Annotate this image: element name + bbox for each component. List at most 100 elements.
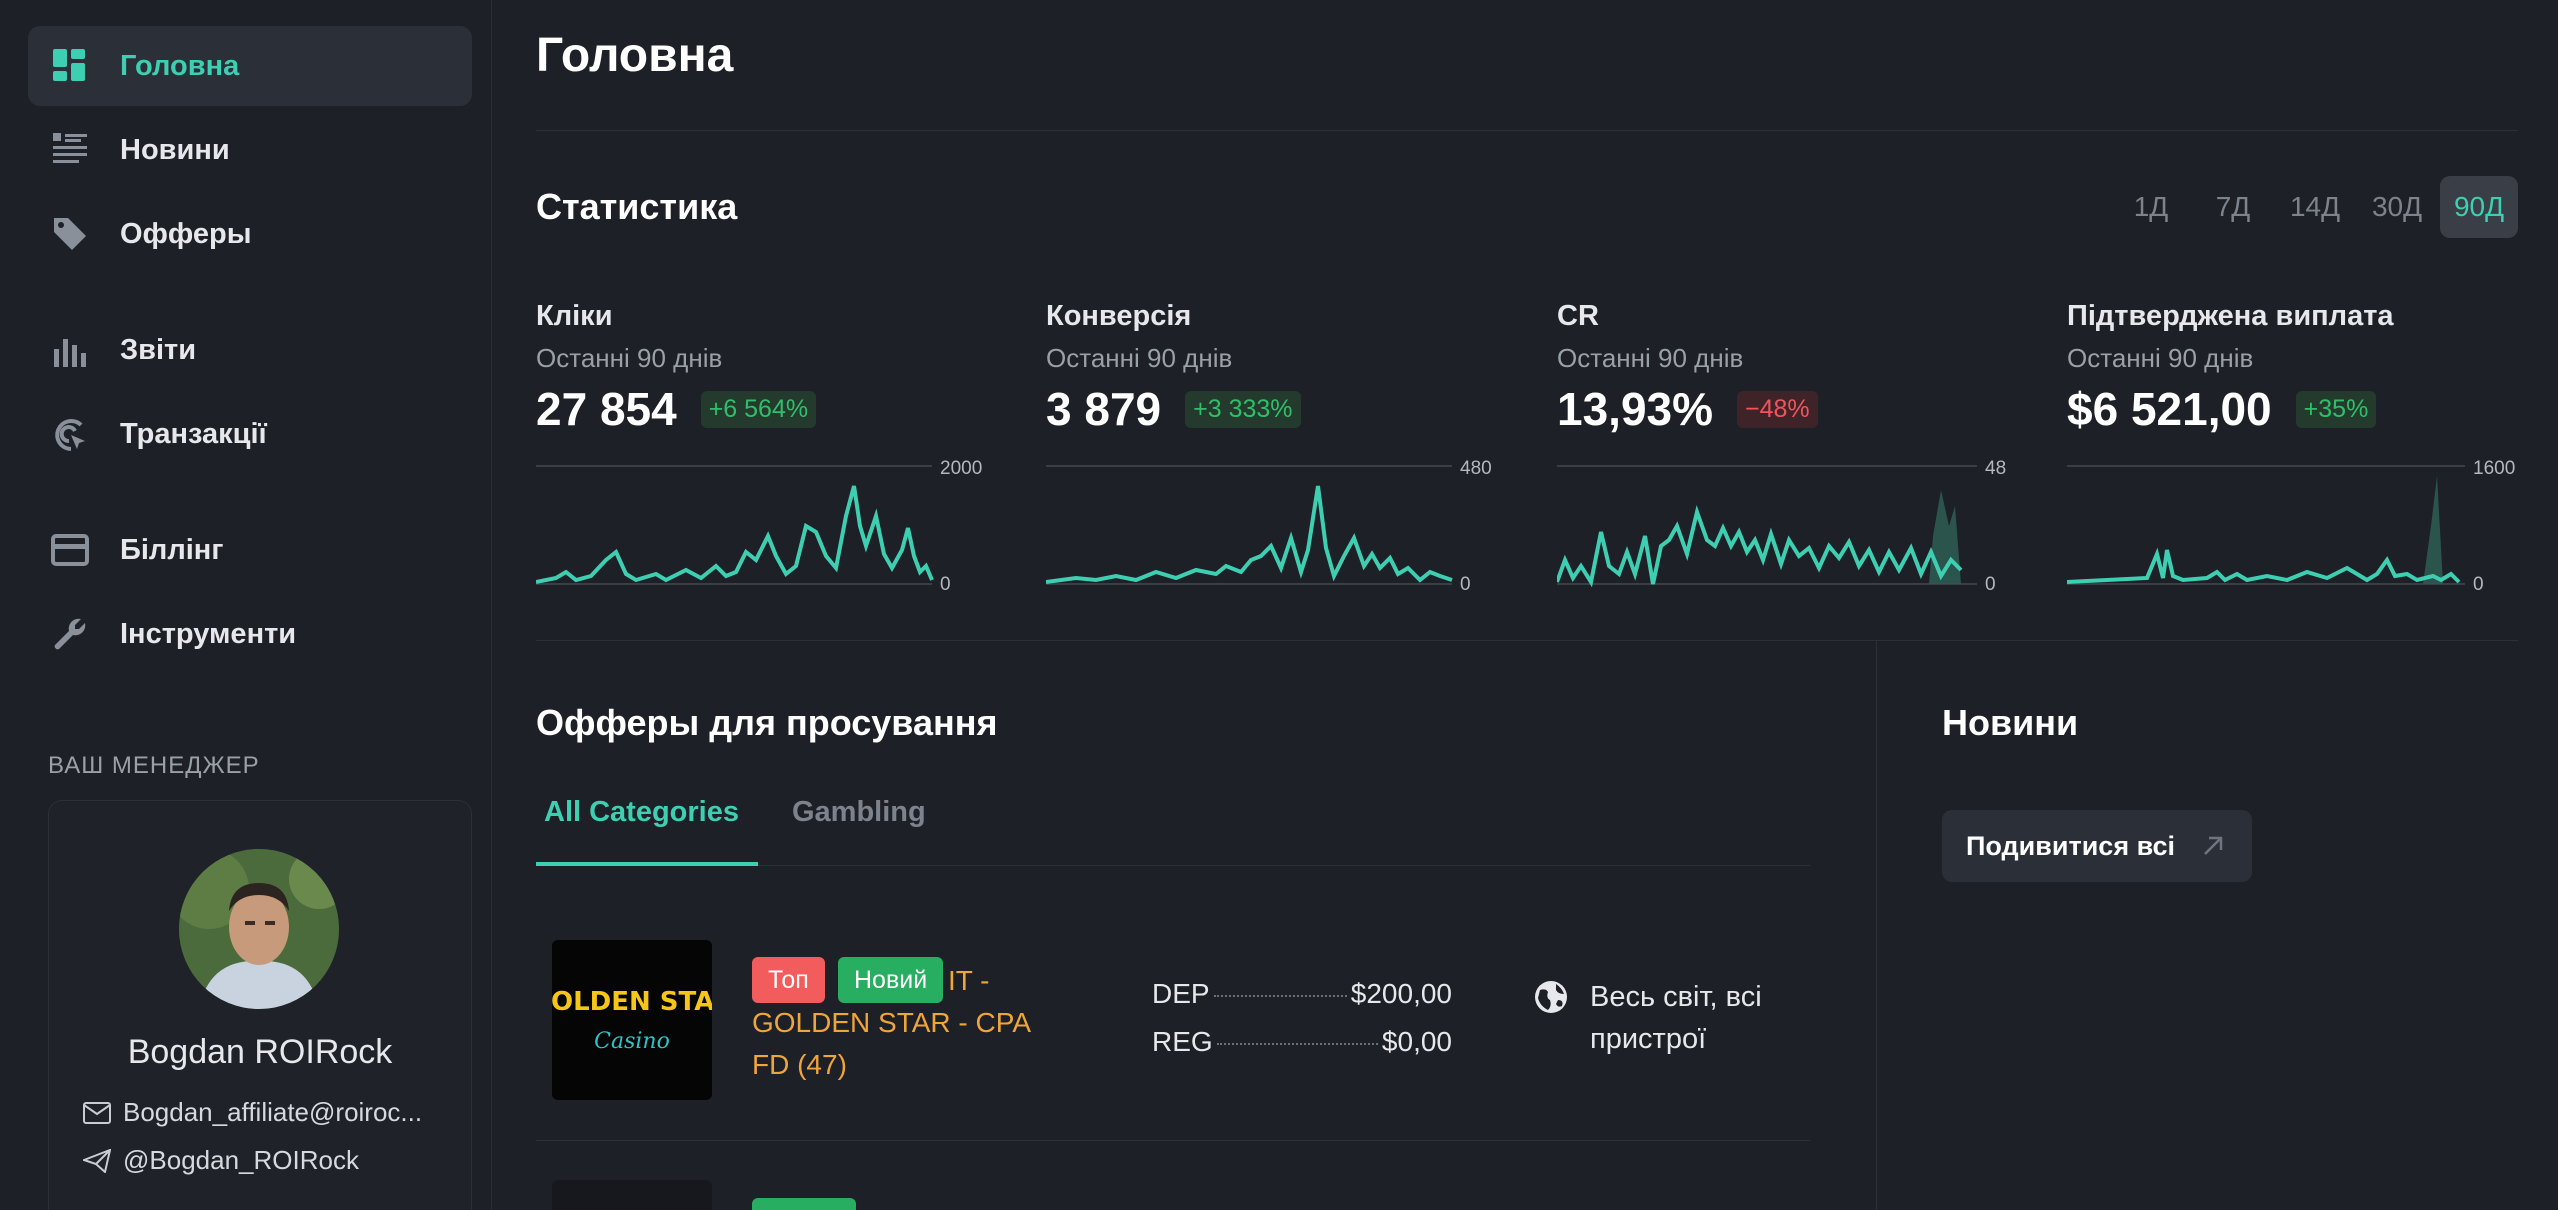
stat-delta-badge: +35%: [2295, 390, 2377, 428]
stat-subtitle: Останні 90 днів: [1046, 343, 1233, 373]
manager-email-text: Bogdan_affiliate@roiroc...: [123, 1097, 423, 1127]
wrench-icon: [50, 614, 90, 654]
period-30d[interactable]: 30Д: [2371, 191, 2423, 222]
sparkline-max-label: 1600: [2473, 458, 2515, 479]
sidebar-item-label: Інструменти: [120, 617, 297, 650]
sparkline-max-label: 480: [1460, 458, 1492, 479]
manager-section-title: ВАШ МЕНЕДЖЕР: [48, 752, 260, 779]
offer-geo-text: Весь світ, всі пристрої: [1590, 981, 1762, 1055]
news-list-icon: [50, 130, 90, 170]
stats-title: Статистика: [536, 186, 738, 227]
view-all-news-button[interactable]: Подивитися всі: [1942, 810, 2252, 882]
offer-logo-subtext: Casino: [594, 1029, 670, 1054]
period-1d[interactable]: 1Д: [2133, 191, 2169, 222]
stat-delta-badge: +6 564%: [700, 390, 817, 428]
offer-category-tabs: All Categories Gambling: [536, 780, 1810, 866]
stat-card-payout: Підтверджена виплата Останні 90 днів $6 …: [2067, 300, 2527, 436]
offer-metric-reg: REG $0,00: [1152, 1026, 1452, 1058]
period-90d[interactable]: 90Д: [2440, 176, 2518, 238]
view-all-news-label: Подивитися всі: [1966, 830, 2176, 861]
sidebar-item-home[interactable]: Головна: [28, 26, 472, 106]
stat-name: Конверсія: [1046, 300, 1192, 332]
stat-value: 27 854: [536, 383, 677, 435]
mail-icon: [83, 1101, 111, 1124]
stat-value: 3 879: [1046, 383, 1162, 435]
manager-name: Bogdan ROIRock: [127, 1033, 393, 1071]
stat-value: 13,93%: [1557, 383, 1714, 435]
stat-card-cr: CR Останні 90 днів 13,93% −48%: [1557, 300, 2017, 436]
sparkline-min-label: 0: [940, 574, 951, 595]
stat-subtitle: Останні 90 днів: [2067, 343, 2254, 373]
news-title: Новини: [1942, 702, 2079, 743]
metric-label: REG: [1152, 1026, 1213, 1057]
sparkline-cr: 48 0: [1557, 458, 2006, 595]
offer-geo: Весь світ, всі пристрої: [1534, 980, 1810, 1060]
tab-all-categories[interactable]: All Categories: [536, 780, 758, 866]
dashboard-icon: [50, 46, 90, 86]
offer-logo[interactable]: GOLDEN STAR Casino: [552, 940, 712, 1100]
sidebar-item-tools[interactable]: Інструменти: [28, 594, 472, 674]
sidebar-item-label: Біллінг: [120, 533, 224, 566]
tag-new: Новий: [838, 957, 944, 1003]
metric-value: $200,00: [1350, 978, 1452, 1009]
stat-card-conversion: Конверсія Останні 90 днів 3 879 +3 333%: [1046, 300, 1506, 436]
sparkline-payout: 1600 0: [2067, 458, 2515, 595]
metric-label: DEP: [1152, 978, 1210, 1009]
metric-value: $0,00: [1381, 1026, 1452, 1057]
telegram-icon: [83, 1148, 111, 1173]
manager-telegram[interactable]: @Bogdan_ROIRock: [83, 1145, 359, 1176]
divider: [536, 1140, 1810, 1141]
bar-chart-icon: [50, 330, 90, 370]
sidebar-item-reports[interactable]: Звіти: [28, 310, 472, 390]
transactions-icon: [50, 414, 90, 454]
sidebar-item-offers[interactable]: Офферы: [28, 194, 472, 274]
offer-logo[interactable]: [552, 1180, 712, 1210]
tag-top: Топ: [752, 957, 825, 1003]
page-title: Головна: [536, 29, 734, 82]
stat-name: Підтверджена виплата: [2067, 300, 2394, 332]
stat-value: $6 521,00: [2067, 383, 2272, 435]
sparkline-max-label: 2000: [940, 458, 982, 479]
period-14d[interactable]: 14Д: [2289, 191, 2341, 222]
globe-icon: [1535, 981, 1567, 1013]
sidebar-item-billing[interactable]: Біллінг: [28, 510, 472, 590]
credit-card-icon: [50, 530, 90, 570]
sparkline-conversion: 480 0: [1046, 458, 1492, 595]
sidebar-item-label: Офферы: [120, 217, 252, 250]
sparkline-clicks: 2000 0: [536, 458, 982, 595]
sidebar-item-news[interactable]: Новини: [28, 110, 472, 190]
manager-email[interactable]: Bogdan_affiliate@roiroc...: [83, 1097, 422, 1128]
divider: [536, 130, 2518, 131]
period-7d[interactable]: 7Д: [2215, 191, 2251, 222]
sidebar-item-label: Головна: [120, 49, 240, 82]
sidebar-item-label: Новини: [120, 133, 230, 166]
offer-metric-dep: DEP $200,00: [1152, 978, 1452, 1010]
avatar: [179, 849, 339, 1009]
stat-card-clicks: Кліки Останні 90 днів 27 854 +6 564%: [536, 300, 996, 436]
stat-delta-badge: −48%: [1737, 390, 1818, 428]
manager-telegram-text: @Bogdan_ROIRock: [123, 1145, 359, 1175]
offer-logo-text: GOLDEN STAR: [552, 987, 712, 1017]
offers-title: Офферы для просування: [536, 702, 998, 743]
column-divider: [1876, 640, 1877, 1210]
stat-delta-badge: +3 333%: [1185, 390, 1301, 428]
sidebar: Головна Новини Офферы Звіти Транзакції Б…: [0, 0, 492, 1210]
sparkline-max-label: 48: [1985, 458, 2006, 479]
sidebar-item-label: Звіти: [120, 333, 197, 366]
period-selector: 1Д 7Д 14Д 30Д 90Д: [2108, 176, 2518, 238]
stat-name: Кліки: [536, 300, 613, 332]
tag-new: [752, 1198, 856, 1210]
stat-subtitle: Останні 90 днів: [1557, 343, 1744, 373]
tag-icon: [50, 214, 90, 254]
sparkline-min-label: 0: [1460, 574, 1471, 595]
manager-card: Bogdan ROIRock Bogdan_affiliate@roiroc..…: [48, 800, 472, 1210]
sidebar-item-transactions[interactable]: Транзакції: [28, 394, 472, 474]
sidebar-item-label: Транзакції: [120, 417, 267, 450]
sparkline-min-label: 0: [2473, 574, 2484, 595]
sparkline-min-label: 0: [1985, 574, 1996, 595]
arrow-up-right-icon: [2204, 836, 2223, 855]
stat-subtitle: Останні 90 днів: [536, 343, 723, 373]
tab-gambling[interactable]: Gambling: [792, 796, 926, 828]
offer-name[interactable]: IT - GOLDEN STAR - CPA FD (47): [752, 960, 1052, 1086]
stat-name: CR: [1557, 300, 1599, 332]
